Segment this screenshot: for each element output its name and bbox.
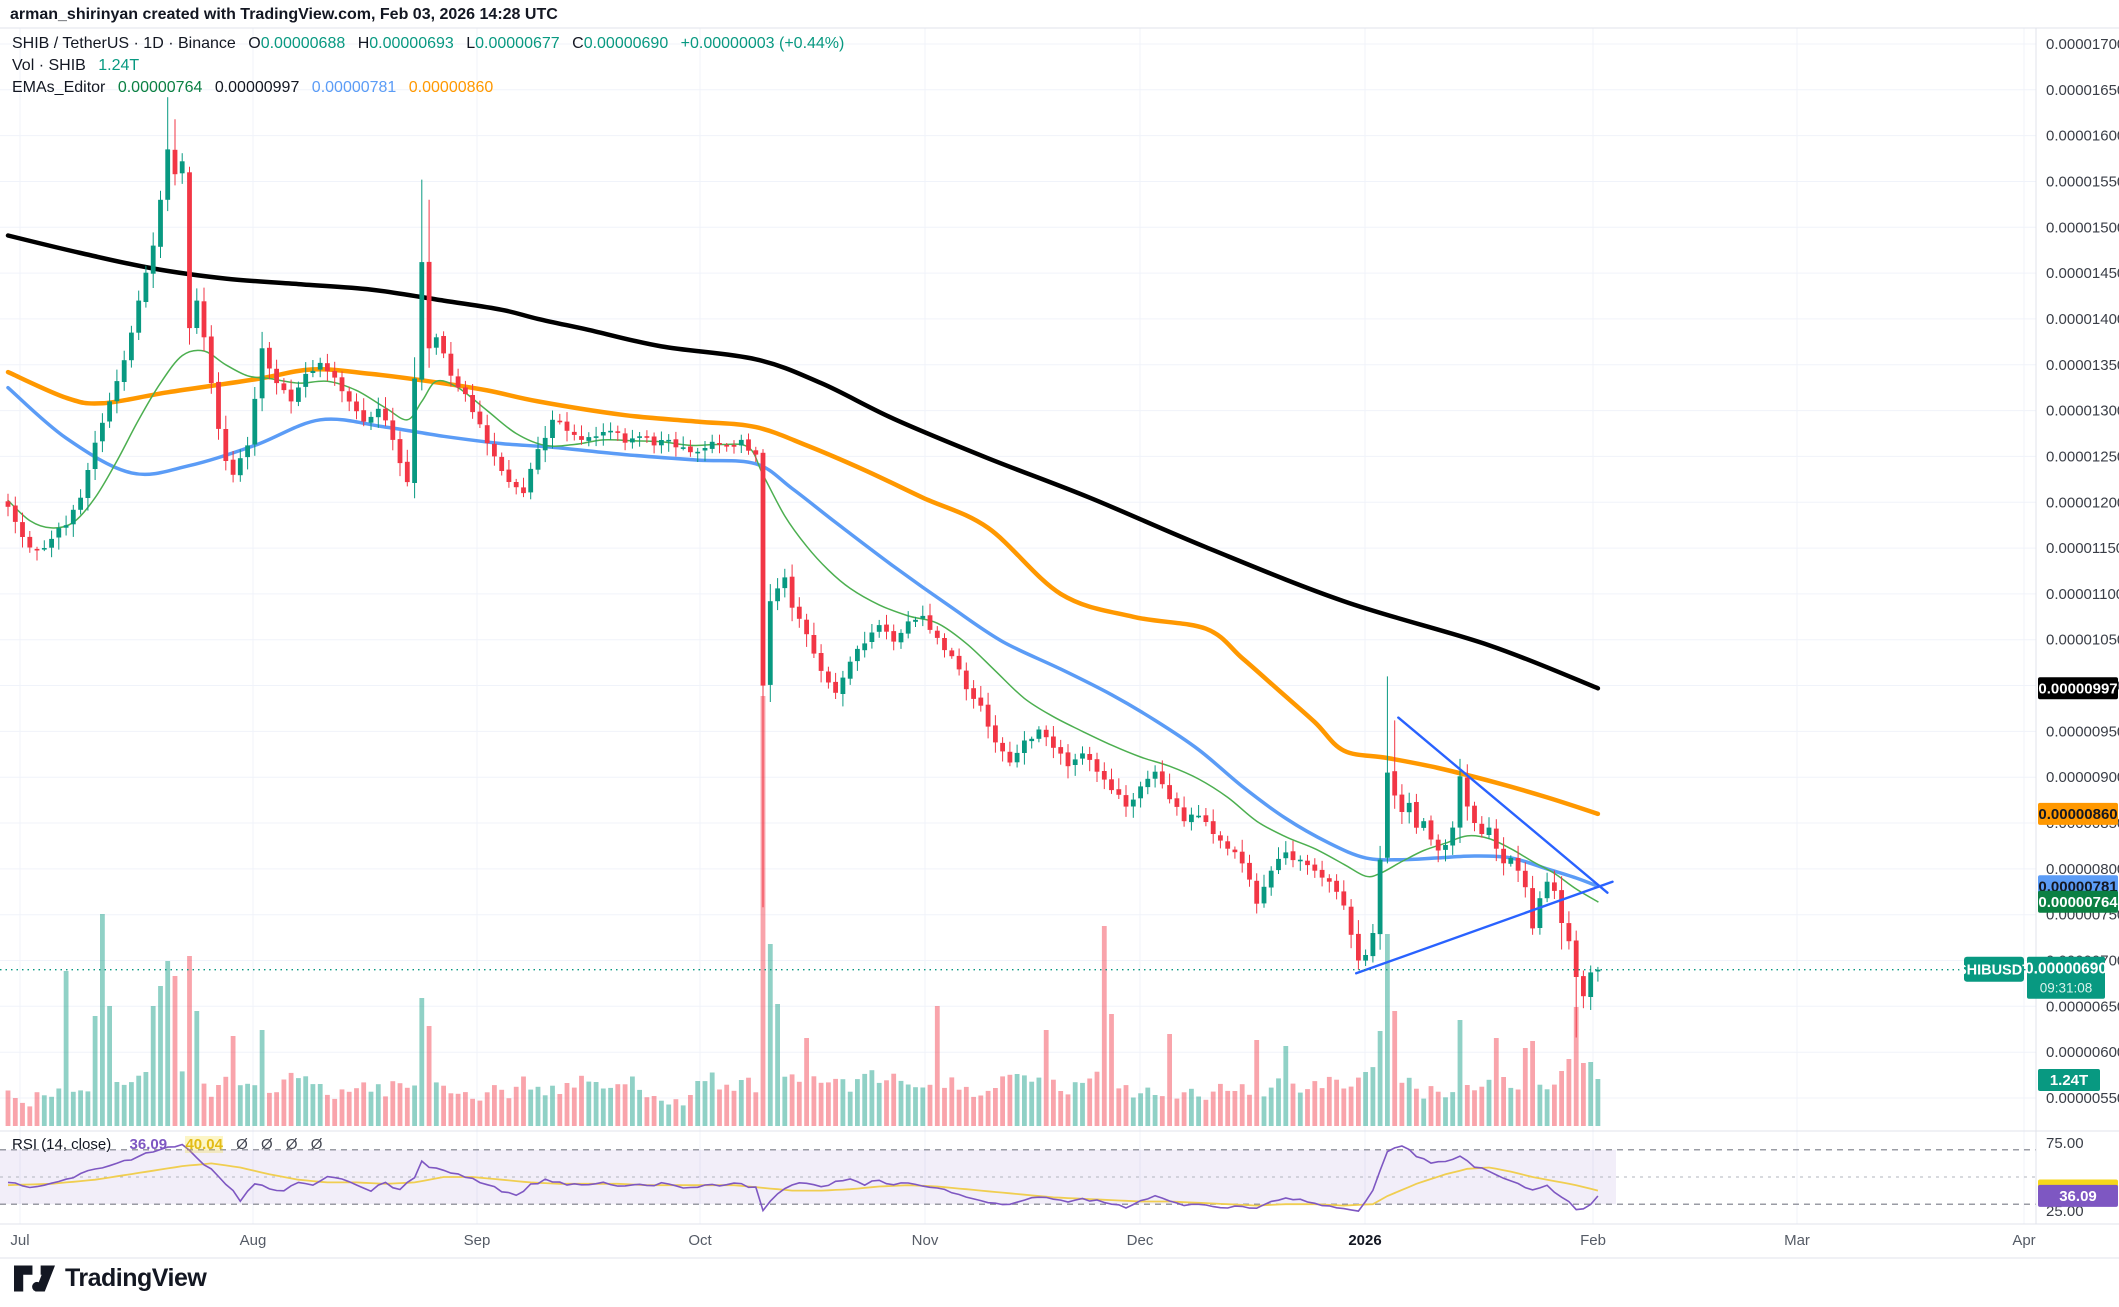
open-label: O	[248, 35, 261, 52]
svg-text:0.00001700: 0.00001700	[2046, 36, 2119, 53]
svg-text:0.00000950: 0.00000950	[2046, 723, 2119, 740]
grid-lines	[0, 28, 2036, 1224]
last-price-badge: 0.00000690 09:31:08	[2025, 956, 2107, 999]
svg-text:0.00000997: 0.00000997	[2038, 680, 2117, 697]
ema-slow-value: 0.00000997	[214, 79, 300, 96]
price-axis[interactable]: 0.00001700 0.00001650 0.00001600 0.00001550…	[2046, 36, 2119, 1220]
svg-text:0.00000900: 0.00000900	[2046, 769, 2119, 786]
symbol-legend-row[interactable]: SHIB / TetherUS · 1D · Binance O0.000006…	[12, 33, 844, 54]
svg-text:09:31:08: 09:31:08	[2040, 981, 2093, 996]
close-label: C	[572, 35, 584, 52]
svg-text:0.00001200: 0.00001200	[2046, 494, 2119, 511]
high-label: H	[357, 35, 370, 52]
rsi-pane[interactable]	[0, 1143, 2036, 1213]
rsi-label: 36.09	[2038, 1184, 2118, 1207]
svg-text:2026: 2026	[1348, 1232, 1381, 1249]
volume-value: 1.24T	[98, 57, 140, 74]
tradingview-logo[interactable]: TradingView	[14, 1264, 207, 1293]
close-value: 0.00000690	[583, 35, 669, 52]
ema-slow-label: 0.00000997	[2038, 677, 2118, 700]
svg-text:36.09: 36.09	[2059, 1188, 2097, 1205]
svg-text:0.00001350: 0.00001350	[2046, 357, 2119, 374]
svg-text:0.00000600: 0.00000600	[2046, 1044, 2119, 1061]
svg-text:Mar: Mar	[1784, 1232, 1810, 1249]
svg-text:0.00000860: 0.00000860	[2038, 806, 2117, 823]
svg-text:0.00001050: 0.00001050	[2046, 632, 2119, 649]
axis-price-badges: 0.000009970.000008600.000007810.00000764…	[1957, 677, 2118, 1207]
ema-fast-value: 0.00000764	[117, 79, 203, 96]
ema-100-value: 0.00000860	[408, 79, 494, 96]
svg-text:Dec: Dec	[1127, 1232, 1154, 1249]
candles-layer[interactable]	[5, 97, 1601, 1038]
svg-text:0.00001400: 0.00001400	[2046, 311, 2119, 328]
svg-text:SHIBUSDT: SHIBUSDT	[1957, 963, 2031, 979]
high-value: 0.00000693	[369, 35, 454, 52]
ema-orange[interactable]	[5, 366, 1601, 817]
svg-text:0.00000550: 0.00000550	[2046, 1090, 2119, 1107]
rsi-value: 36.09	[129, 1136, 168, 1153]
svg-text:0.00001450: 0.00001450	[2046, 265, 2119, 282]
rsi-ma-value: 40.04	[185, 1136, 223, 1153]
ema-blue[interactable]	[6, 385, 1600, 889]
chart-legend: SHIB / TetherUS · 1D · Binance O0.000006…	[12, 33, 844, 99]
symbol-price-tag: SHIBUSDT	[1957, 956, 2031, 982]
tradingview-logo-icon	[14, 1265, 55, 1292]
emas-label: EMAs_Editor	[12, 79, 106, 96]
volume-legend-row[interactable]: Vol · SHIB 1.24T	[12, 55, 844, 76]
svg-text:Nov: Nov	[912, 1232, 939, 1249]
low-label: L	[466, 35, 476, 52]
svg-text:0.00000690: 0.00000690	[2025, 961, 2107, 978]
ema-mid-value: 0.00000781	[311, 79, 397, 96]
rsi-title[interactable]: RSI (14, close)	[12, 1136, 112, 1153]
ascending-trendline[interactable]	[1354, 880, 1614, 975]
change-value: +0.00000003 (+0.44%)	[680, 35, 845, 52]
ema-orange-label: 0.00000860	[2038, 802, 2118, 825]
rsi-legend-row[interactable]: RSI (14, close) 36.09 40.04 Ø Ø Ø Ø	[12, 1136, 322, 1153]
symbol-title[interactable]: SHIB / TetherUS · 1D · Binance	[12, 35, 236, 52]
ema-fast-green[interactable]	[7, 349, 1599, 903]
svg-text:25.00: 25.00	[2046, 1203, 2084, 1220]
rsi-ma-line	[7, 1162, 1599, 1207]
svg-text:0.00001100: 0.00001100	[2046, 586, 2119, 603]
svg-text:75.00: 75.00	[2046, 1135, 2084, 1152]
svg-text:0.00001600: 0.00001600	[2046, 128, 2119, 145]
svg-text:0.00001650: 0.00001650	[2046, 82, 2119, 99]
svg-text:0.00001550: 0.00001550	[2046, 174, 2119, 191]
attribution-text: arman_shirinyan created with TradingView…	[10, 6, 558, 23]
indicator-action-icon[interactable]: Ø	[310, 1136, 323, 1153]
tradingview-logo-text: TradingView	[65, 1264, 207, 1292]
indicator-action-icon[interactable]: Ø	[261, 1136, 273, 1153]
time-axis[interactable]: Jul Aug Sep Oct Nov Dec 2026 Feb Mar Apr	[10, 1232, 2035, 1249]
volume-bars	[5, 696, 1601, 1126]
ema-slow-black[interactable]	[5, 233, 1601, 691]
rsi-line	[7, 1143, 1599, 1213]
volume-label: 1.24T	[2038, 1069, 2100, 1091]
svg-text:0.00000650: 0.00000650	[2046, 998, 2119, 1015]
open-value: 0.00000688	[260, 35, 346, 52]
low-value: 0.00000677	[475, 35, 560, 52]
indicator-action-icon[interactable]: Ø	[285, 1136, 298, 1153]
svg-text:0.00001150: 0.00001150	[2046, 540, 2119, 557]
ema-fast-label: 0.00000764	[2038, 890, 2118, 913]
svg-text:Sep: Sep	[464, 1232, 491, 1249]
emas-legend-row[interactable]: EMAs_Editor 0.00000764 0.00000997 0.0000…	[12, 77, 844, 98]
descending-trendline[interactable]	[1397, 716, 1609, 894]
svg-text:0.00001500: 0.00001500	[2046, 219, 2119, 236]
svg-text:0.00001250: 0.00001250	[2046, 448, 2119, 465]
svg-text:0.00000764: 0.00000764	[2038, 894, 2118, 911]
svg-text:1.24T: 1.24T	[2050, 1072, 2088, 1089]
volume-label: Vol · SHIB	[12, 57, 86, 74]
svg-text:Feb: Feb	[1580, 1232, 1606, 1249]
svg-text:0.00000800: 0.00000800	[2046, 861, 2119, 878]
svg-text:Apr: Apr	[2012, 1232, 2035, 1249]
svg-text:0.00001300: 0.00001300	[2046, 403, 2119, 420]
svg-text:Aug: Aug	[240, 1232, 267, 1249]
indicator-action-icon[interactable]: Ø	[236, 1136, 248, 1153]
svg-text:Oct: Oct	[688, 1232, 712, 1249]
svg-text:Jul: Jul	[10, 1232, 29, 1249]
